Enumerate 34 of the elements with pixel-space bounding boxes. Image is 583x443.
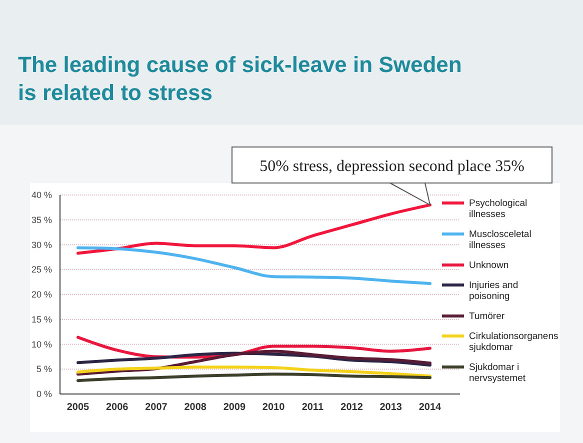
x-tick-label: 2013 <box>380 402 402 413</box>
x-tick-label: 2007 <box>145 402 168 413</box>
y-tick-label: 20 % <box>31 290 52 300</box>
legend-label: Tumörer <box>469 311 505 322</box>
y-tick-label: 25 % <box>31 264 52 275</box>
x-tick-label: 2010 <box>262 402 286 413</box>
y-tick-label: 5 % <box>36 364 52 374</box>
legend-label: Cirkulationsorganens sjukdomar <box>469 331 558 353</box>
line-series <box>76 352 432 367</box>
x-tick-label: 2008 <box>184 402 207 413</box>
legend-label: Musclosceletal illnesses <box>469 229 532 251</box>
line-series <box>76 366 432 378</box>
annotation: 50% stress, depression second place 35% <box>260 158 524 175</box>
line-series <box>76 372 432 382</box>
legend-label: Sjukdomar i nervsystemet <box>469 362 526 384</box>
x-tick-label: 2009 <box>223 402 246 413</box>
y-tick-label: 15 % <box>31 314 52 324</box>
chart-title: The leading cause of sick-leave in Sweden is related to stress <box>18 52 462 105</box>
y-tick-label: 0 % <box>36 389 52 399</box>
y-tick-label: 10 % <box>31 339 52 350</box>
line-series <box>76 246 432 286</box>
y-tick-label: 30 % <box>31 240 52 250</box>
y-tick-label: 40 % <box>31 190 52 200</box>
legend-label: Injuries and poisoning <box>469 280 518 302</box>
x-tick-label: 2006 <box>106 402 129 413</box>
legend-label: Unknown <box>469 260 509 271</box>
x-tick-label: 2011 <box>302 402 324 413</box>
line-series <box>76 350 432 376</box>
x-tick-label: 2012 <box>340 402 364 413</box>
x-tick-label: 2014 <box>418 402 442 413</box>
legend-label: Psychological illnesses <box>469 198 528 220</box>
x-tick-label: 2005 <box>66 402 90 413</box>
y-tick-label: 35 % <box>31 214 52 225</box>
line-series <box>76 203 432 255</box>
